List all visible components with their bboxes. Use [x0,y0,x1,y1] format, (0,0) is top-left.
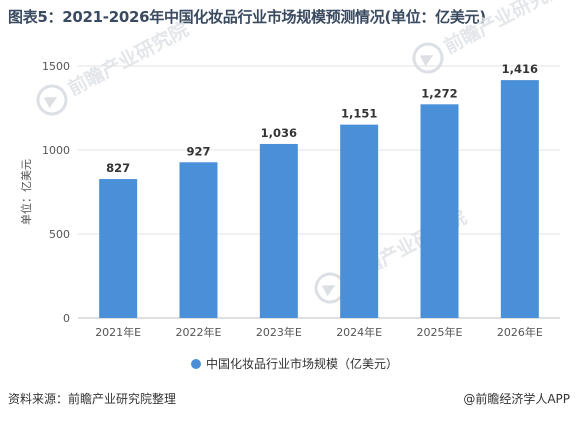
brand-credit: @前瞻经济学人APP [463,392,570,406]
legend-swatch [191,359,201,369]
watermark-text: 前瞻产业研究院 [64,18,192,101]
bar-value-label: 927 [186,144,210,158]
bar [420,104,459,318]
x-axis: 2021年E 2022年E 2023年E 2024年E 2025年E 2026年E [95,325,543,339]
bar [500,80,539,318]
x-tick-label: 2022年E [176,325,222,339]
bar-value-label: 1,272 [421,86,457,100]
bar [259,143,298,318]
bar-value-label: 1,151 [341,107,377,121]
bar [179,162,218,318]
x-tick-label: 2025年E [417,325,463,339]
chart-title: 图表5：2021-2026年中国化妆品行业市场规模预测情况(单位：亿美元) [8,8,486,26]
y-tick-label: 1000 [42,144,70,157]
x-tick-label: 2026年E [497,325,543,339]
bar-value-label: 1,416 [502,62,538,76]
watermark-mark: 前瞻产业研究院 [407,0,568,79]
x-tick-label: 2023年E [256,325,302,339]
legend: 中国化妆品行业市场规模（亿美元） [191,356,398,371]
y-tick-label: 0 [63,312,70,325]
x-tick-label: 2024年E [336,325,382,339]
data-labels: 827 927 1,036 1,151 1,272 1,416 [106,62,538,175]
bars [99,80,539,318]
y-tick-label: 1500 [42,60,70,73]
legend-label: 中国化妆品行业市场规模（亿美元） [206,356,398,371]
y-tick-label: 500 [49,228,70,241]
watermark-text: 前瞻产业研究院 [440,0,568,58]
bar [340,124,379,318]
gridlines [78,65,560,319]
bar [99,179,138,318]
y-axis-label: 单位：亿美元 [19,159,33,225]
x-tick-label: 2021年E [95,325,141,339]
bar-value-label: 1,036 [261,126,297,140]
source-note: 资料来源：前瞻产业研究院整理 [8,392,177,406]
bar-value-label: 827 [106,161,130,175]
y-axis: 0 500 1000 1500 [42,60,70,325]
